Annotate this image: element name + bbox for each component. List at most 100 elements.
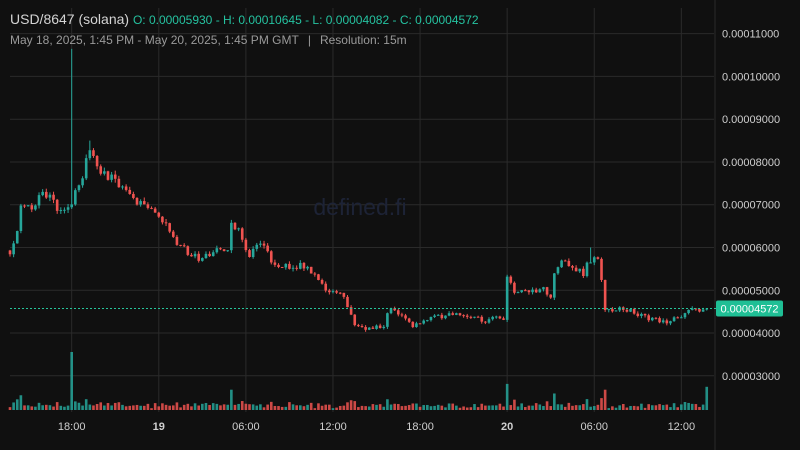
candle-60 — [226, 250, 230, 252]
y-tick-label: 0.00004000 — [722, 328, 780, 340]
volume-bar-105 — [389, 404, 393, 410]
volume-bar-130 — [480, 403, 484, 410]
candle-body — [171, 231, 175, 237]
volume-bar-170 — [625, 407, 629, 410]
candle-137 — [505, 274, 509, 323]
candle-body — [538, 289, 542, 293]
candle-body — [556, 267, 560, 274]
candle-177 — [651, 317, 654, 322]
volume-bar-18 — [74, 401, 77, 410]
candle-99 — [367, 327, 371, 331]
volume-bar-171 — [629, 406, 632, 410]
y-tick-label: 0.00008000 — [722, 157, 780, 169]
volume-bar-109 — [404, 405, 407, 410]
volume-bar-70 — [262, 407, 266, 410]
volume-bar-87 — [324, 404, 328, 410]
candle-119 — [440, 312, 444, 320]
x-tick-label: 12:00 — [668, 421, 696, 433]
volume-bar-40 — [153, 403, 157, 410]
candle-50 — [190, 252, 193, 257]
volume-bar-187 — [687, 402, 690, 410]
candle-body — [429, 316, 433, 321]
y-tick-label: 0.00009000 — [722, 114, 780, 126]
volume-bar-164 — [603, 389, 607, 410]
candle-154 — [567, 258, 571, 267]
candle-body — [66, 207, 70, 210]
candle-body — [106, 171, 110, 180]
candle-body — [208, 253, 211, 257]
volume-bar-150 — [553, 393, 556, 410]
candle-body — [611, 309, 614, 312]
volume-bar-129 — [476, 407, 480, 410]
volume-bar-165 — [607, 408, 611, 410]
volume-bar-157 — [578, 405, 582, 410]
candle-33 — [128, 186, 132, 195]
volume-bar-159 — [585, 399, 589, 410]
volume-bar-69 — [259, 404, 262, 410]
candle-102 — [378, 323, 382, 329]
candle-body — [113, 174, 117, 179]
candle-body — [23, 205, 26, 207]
volume-bar-26 — [103, 405, 106, 410]
candle-body — [338, 292, 342, 294]
volume-bar-135 — [498, 403, 502, 410]
candle-body — [400, 314, 404, 316]
candle-body — [269, 251, 273, 263]
volume-bar-178 — [654, 405, 658, 410]
candle-110 — [407, 317, 411, 324]
volume-bar-186 — [683, 402, 687, 410]
candle-66 — [248, 248, 251, 258]
candle-65 — [244, 237, 248, 253]
volume-bar-138 — [509, 405, 513, 410]
candle-125 — [462, 314, 465, 318]
volume-bar-60 — [226, 404, 230, 410]
volume-bar-38 — [146, 403, 150, 410]
volume-bar-72 — [269, 401, 273, 410]
candle-body — [12, 243, 15, 255]
candle-body — [661, 320, 665, 323]
volume-bar-126 — [465, 407, 469, 410]
volume-bar-13 — [55, 402, 59, 410]
candle-body — [8, 250, 12, 255]
candle-body — [440, 314, 444, 319]
volume-bar-148 — [545, 401, 549, 410]
candle-79 — [295, 265, 298, 271]
candle-19 — [77, 184, 81, 193]
candle-120 — [444, 315, 447, 320]
candle-body — [498, 316, 502, 319]
candle-113 — [418, 323, 422, 325]
volume-bar-154 — [567, 402, 571, 410]
candle-16 — [66, 203, 70, 213]
volume-bar-28 — [110, 405, 113, 410]
candle-body — [349, 307, 353, 315]
volume-bar-64 — [240, 401, 244, 410]
candle-14 — [59, 207, 63, 214]
candle-34 — [132, 191, 135, 200]
candle-2 — [15, 230, 19, 244]
candle-body — [531, 289, 534, 293]
candle-174 — [640, 312, 643, 319]
candle-150 — [553, 272, 556, 301]
volume-bar-4 — [23, 405, 26, 410]
candle-body — [30, 205, 34, 210]
volume-bar-84 — [313, 408, 317, 410]
candle-body — [142, 201, 146, 205]
candle-body — [19, 205, 23, 232]
candle-body — [175, 236, 179, 245]
candle-body — [48, 194, 52, 198]
candle-130 — [480, 315, 484, 324]
volume-bar-62 — [233, 404, 237, 410]
candle-97 — [360, 324, 364, 328]
candle-body — [640, 313, 643, 317]
candle-1 — [12, 240, 15, 258]
x-tick-label: 06:00 — [232, 421, 260, 433]
candle-body — [74, 190, 77, 205]
candle-101 — [375, 324, 378, 330]
candle-70 — [262, 240, 266, 249]
candle-145 — [534, 287, 538, 293]
candle-body — [132, 193, 135, 198]
candle-body — [545, 287, 549, 295]
candle-176 — [647, 313, 650, 323]
